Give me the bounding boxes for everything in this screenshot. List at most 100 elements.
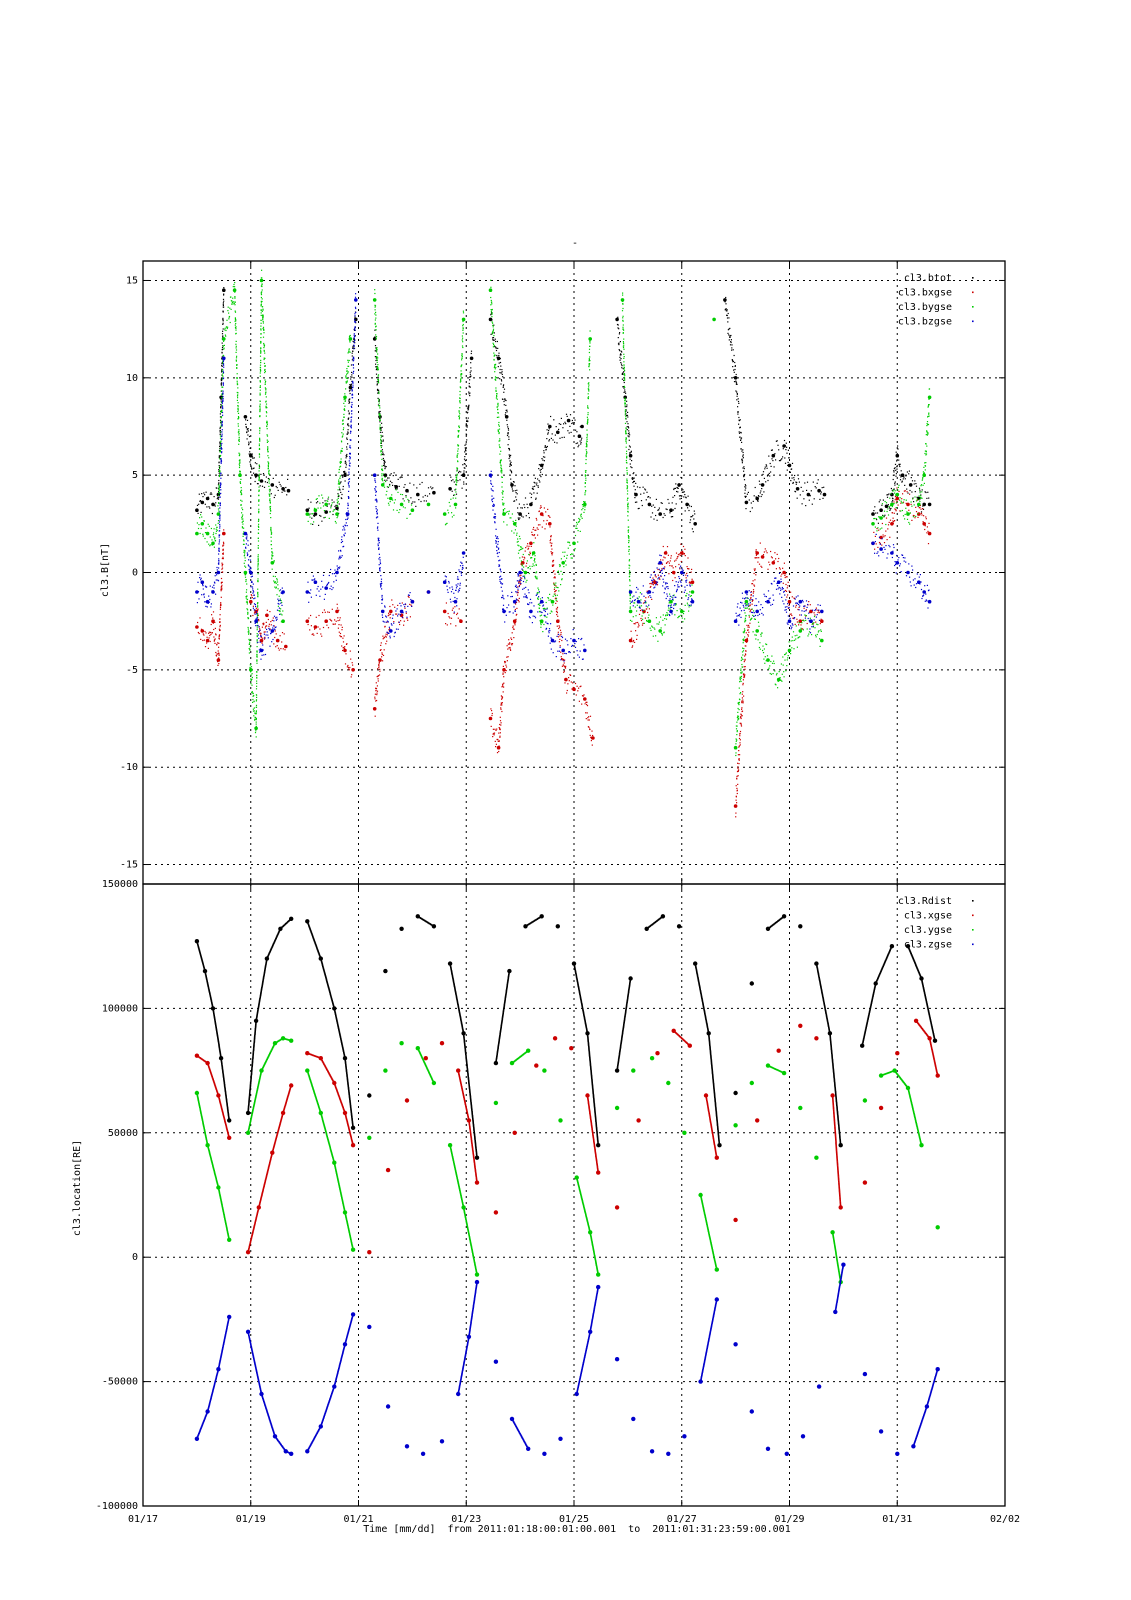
trace-dot [243, 555, 246, 557]
data-point [680, 609, 684, 614]
trace-dot [220, 382, 223, 384]
trace-dot [307, 499, 309, 501]
data-point [372, 298, 377, 302]
trace-dot [564, 659, 566, 661]
trace-dot [462, 327, 464, 329]
trace-dot [923, 515, 925, 517]
trace-dot [736, 778, 738, 780]
trace-dot [468, 385, 470, 387]
trace-dot [507, 415, 509, 418]
trace-dot [349, 384, 351, 386]
trace-dot [328, 503, 330, 505]
trace-dot [389, 605, 391, 608]
trace-dot [342, 429, 344, 431]
trace-dot [916, 499, 918, 501]
trace-dot [340, 481, 342, 483]
trace-dot [451, 609, 453, 611]
trace-dot [455, 497, 457, 499]
trace-dot [564, 682, 566, 684]
trace-dot [209, 640, 211, 643]
trace-dot [511, 486, 513, 488]
trace-dot [908, 521, 910, 524]
trace-dot [311, 517, 313, 519]
data-point [548, 424, 552, 429]
trace-dot [343, 402, 345, 404]
trace-dot [343, 646, 345, 649]
trace-dot [238, 429, 240, 431]
trace-dot [627, 530, 629, 532]
trace-dot [265, 411, 267, 413]
trace-dot [381, 473, 383, 475]
trace-dot [261, 314, 264, 316]
data-point [442, 512, 447, 516]
trace-dot [217, 520, 220, 522]
trace-dot [496, 396, 498, 398]
trace-dot [568, 677, 570, 679]
trace-dot [469, 379, 471, 381]
trace-dot [327, 500, 329, 502]
trace-dot [461, 353, 463, 355]
trace-dot [220, 426, 222, 428]
trace-dot [628, 427, 630, 429]
data-point [426, 590, 431, 594]
trace-dot [259, 407, 261, 409]
trace-dot [521, 556, 523, 558]
trace-dot [581, 437, 583, 439]
trace-dot [249, 461, 251, 463]
trace-dot [776, 440, 778, 442]
trace-dot [327, 498, 329, 500]
trace-dot [778, 557, 780, 560]
data-point [636, 599, 641, 604]
trace-dot [887, 508, 889, 510]
trace-dot [257, 578, 259, 580]
trace-dot [624, 400, 626, 402]
trace-dot [731, 344, 733, 346]
trace-dot [334, 520, 336, 523]
trace-dot [621, 310, 624, 312]
trace-dot [508, 438, 510, 440]
trace-dot [738, 717, 740, 719]
trace-dot [510, 643, 512, 645]
trace-dot [511, 485, 513, 487]
trace-dot [760, 633, 762, 635]
trace-dot [742, 699, 744, 701]
trace-dot [740, 725, 743, 727]
trace-dot [281, 632, 284, 634]
trace-dot [273, 582, 276, 584]
trace-dot [693, 510, 695, 512]
trace-dot [462, 320, 464, 323]
trace-dot [520, 583, 522, 585]
trace-dot [581, 703, 583, 705]
trace-dot [630, 450, 632, 452]
trace-dot [263, 332, 265, 334]
trace-dot [584, 486, 586, 488]
trace-dot [380, 442, 382, 444]
trace-dot [553, 577, 555, 579]
trace-dot [541, 622, 543, 624]
data-point [410, 508, 415, 512]
trace-dot [234, 317, 236, 319]
trace-dot [383, 459, 385, 461]
trace-dot [624, 378, 626, 380]
trace-dot [547, 432, 549, 434]
trace-dot [682, 552, 684, 554]
trace-dot [381, 465, 383, 467]
trace-dot [689, 519, 692, 521]
trace-dot [338, 495, 340, 497]
trace-dot [588, 390, 590, 392]
trace-dot [376, 358, 378, 360]
trace-dot [495, 743, 497, 745]
trace-dot [347, 410, 350, 412]
trace-dot [908, 470, 910, 472]
trace-dot [222, 338, 225, 340]
data-point [776, 580, 781, 584]
trace-dot [744, 653, 747, 655]
trace-dot [685, 595, 687, 597]
trace-dot [815, 634, 817, 636]
trace-dot [900, 510, 902, 512]
trace-dot [259, 410, 261, 412]
trace-dot [409, 482, 411, 484]
trace-dot [396, 613, 398, 615]
trace-dot [492, 331, 494, 333]
trace-dot [226, 326, 228, 328]
